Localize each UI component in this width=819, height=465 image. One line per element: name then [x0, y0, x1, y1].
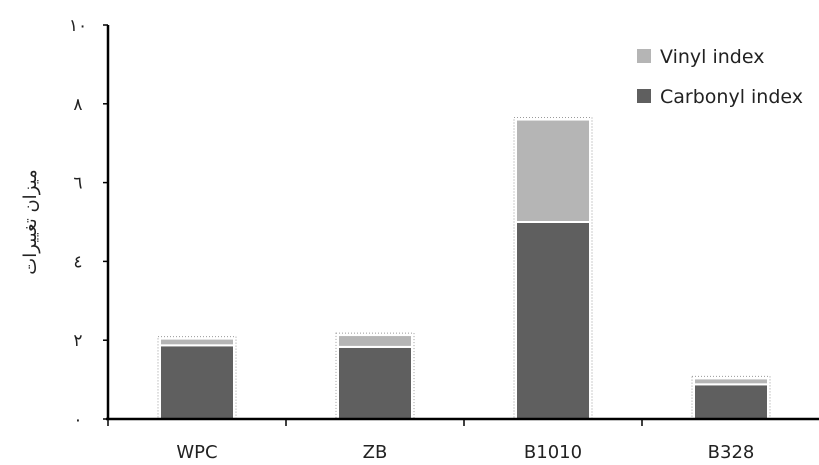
bar-segment-carbonyl	[159, 344, 235, 420]
bar-segment-vinyl	[337, 334, 413, 348]
x-category-label: ZB	[363, 442, 388, 463]
y-ticks-group: ۰ ۲ ٤ ٦ ۸ ۱۰	[69, 16, 108, 430]
legend-label: Vinyl index	[660, 46, 764, 68]
axes-group	[106, 25, 819, 421]
bar-segment-carbonyl	[337, 345, 413, 421]
x-category-label: B328	[708, 442, 755, 463]
y-tick-label: ۸	[73, 95, 82, 115]
legend: Vinyl index Carbonyl index	[637, 46, 803, 108]
y-tick-label: ۲	[73, 331, 82, 351]
bar-segment-carbonyl	[515, 221, 591, 420]
legend-label: Carbonyl index	[660, 86, 803, 108]
bar-outline	[513, 117, 593, 420]
y-tick-label: ٤	[73, 252, 82, 272]
bar-segment-vinyl	[159, 337, 235, 347]
bar-segment-carbonyl	[693, 383, 769, 421]
legend-swatch	[637, 89, 651, 103]
bar-outline	[157, 336, 237, 420]
x-ticks-group: WPC ZB B1010 B328	[107, 419, 755, 463]
x-category-label: WPC	[176, 442, 217, 463]
bar-segment-vinyl	[693, 377, 769, 386]
y-axis-label: میزان تغییرات	[20, 169, 41, 274]
bar-outline	[335, 332, 415, 420]
legend-swatch	[637, 49, 651, 63]
y-tick-label: ۰	[73, 410, 82, 430]
bar-segment-vinyl	[515, 118, 591, 223]
y-tick-label: ٦	[73, 174, 82, 194]
bars-group	[157, 117, 771, 421]
x-category-label: B1010	[524, 442, 582, 463]
y-tick-label: ۱۰	[69, 16, 87, 36]
